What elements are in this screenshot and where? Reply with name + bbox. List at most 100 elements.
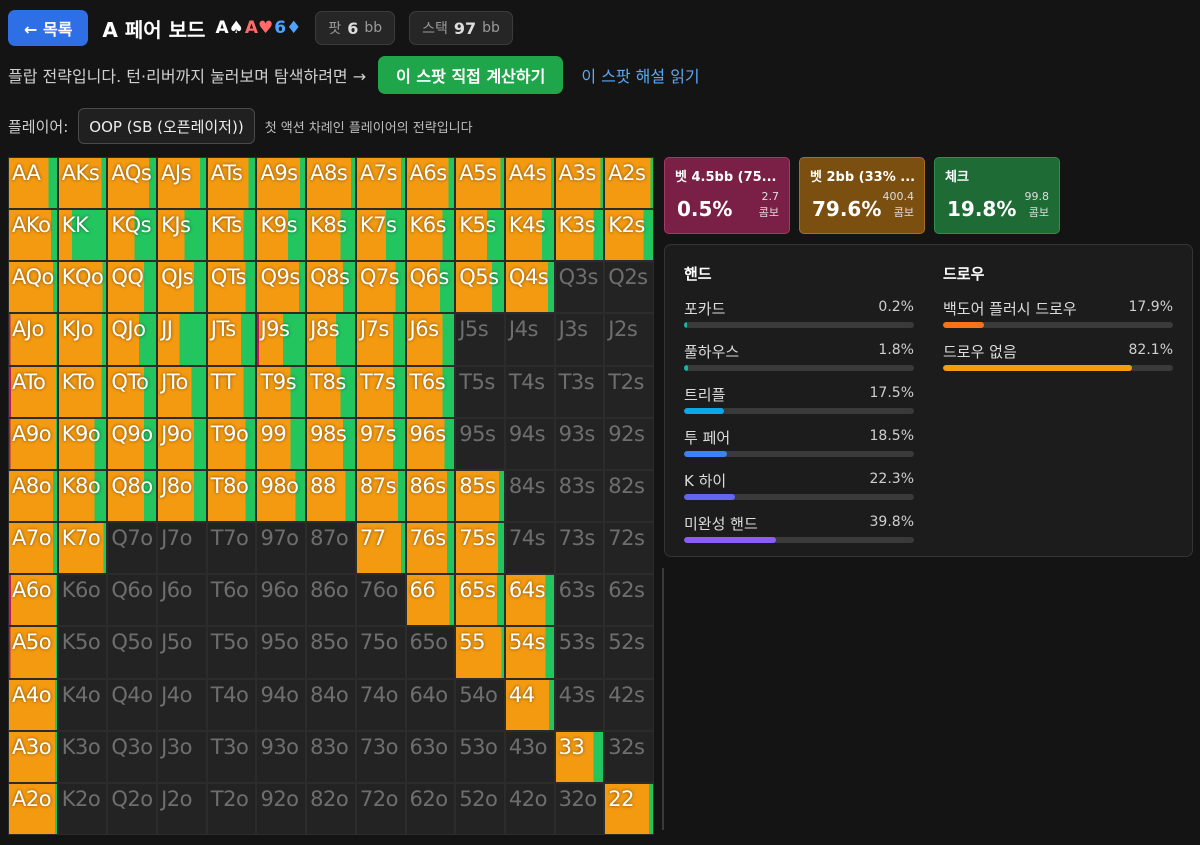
hand-cell[interactable]: 54s: [504, 626, 555, 679]
hand-cell[interactable]: 55: [455, 626, 505, 679]
hand-cell[interactable]: 66: [405, 574, 456, 627]
hand-cell[interactable]: A3s: [554, 157, 605, 210]
hand-cell[interactable]: JTs: [206, 313, 257, 366]
hand-cell[interactable]: AKo: [8, 209, 58, 262]
hand-cell[interactable]: K9o: [57, 417, 108, 470]
hand-cell[interactable]: T6o: [206, 574, 257, 627]
hand-cell[interactable]: Q5o: [107, 626, 158, 679]
hand-cell[interactable]: T8o: [206, 469, 257, 523]
hand-cell[interactable]: Q3o: [107, 730, 158, 783]
hand-cell[interactable]: A3o: [8, 730, 58, 783]
hand-cell[interactable]: Q9o: [107, 417, 158, 470]
hand-cell[interactable]: 96s: [405, 417, 456, 470]
hand-cell[interactable]: A2s: [604, 157, 654, 210]
hand-cell[interactable]: AQo: [8, 261, 58, 314]
hand-cell[interactable]: KQs: [107, 209, 158, 262]
hand-cell[interactable]: 72o: [355, 782, 406, 835]
hand-cell[interactable]: A4s: [504, 157, 555, 210]
hand-cell[interactable]: A6s: [405, 157, 456, 210]
hand-cell[interactable]: 62s: [604, 574, 654, 627]
hand-cell[interactable]: 74s: [504, 522, 555, 575]
hand-cell[interactable]: J2o: [157, 782, 207, 835]
hand-cell[interactable]: A8s: [306, 157, 356, 210]
hand-cell[interactable]: T9o: [206, 417, 257, 470]
hand-cell[interactable]: 75s: [455, 522, 505, 575]
hand-cell[interactable]: J4o: [157, 678, 207, 731]
hand-cell[interactable]: 99: [256, 417, 307, 470]
hand-cell[interactable]: K8s: [306, 209, 356, 262]
hand-cell[interactable]: 84o: [306, 678, 356, 731]
hand-cell[interactable]: KJs: [157, 209, 207, 262]
hand-cell[interactable]: Q4s: [504, 261, 555, 314]
hand-cell[interactable]: 92o: [256, 782, 307, 835]
hand-cell[interactable]: 82s: [604, 469, 654, 523]
hand-cell[interactable]: Q6o: [107, 574, 158, 627]
hand-cell[interactable]: K8o: [57, 469, 108, 523]
hand-cell[interactable]: AQs: [107, 157, 158, 210]
hand-cell[interactable]: JTo: [157, 365, 207, 418]
hand-cell[interactable]: 92s: [604, 417, 654, 470]
hand-cell[interactable]: A2o: [8, 782, 58, 835]
hand-cell[interactable]: AJs: [157, 157, 207, 210]
hand-cell[interactable]: 32s: [604, 730, 654, 783]
hand-cell[interactable]: J9s: [256, 313, 307, 366]
hand-cell[interactable]: J7o: [157, 522, 207, 575]
hand-cell[interactable]: A7s: [355, 157, 406, 210]
hand-cell[interactable]: 52s: [604, 626, 654, 679]
hand-cell[interactable]: 88: [306, 469, 356, 523]
hand-cell[interactable]: T3o: [206, 730, 257, 783]
hand-cell[interactable]: A5s: [455, 157, 505, 210]
hand-cell[interactable]: 83s: [554, 469, 605, 523]
hand-cell[interactable]: 63s: [554, 574, 605, 627]
action-card-bet-small[interactable]: 벳 2bb (33% ... 79.6% 400.4 콤보: [799, 157, 925, 234]
hand-cell[interactable]: TT: [206, 365, 257, 418]
hand-cell[interactable]: 53o: [455, 730, 505, 783]
hand-cell[interactable]: 93o: [256, 730, 307, 783]
hand-cell[interactable]: K5s: [455, 209, 505, 262]
hand-cell[interactable]: 73o: [355, 730, 406, 783]
scrollbar-track[interactable]: [662, 568, 664, 830]
hand-cell[interactable]: Q2o: [107, 782, 158, 835]
action-card-check[interactable]: 체크 19.8% 99.8 콤보: [934, 157, 1060, 234]
hand-cell[interactable]: AKs: [57, 157, 108, 210]
hand-cell[interactable]: KK: [57, 209, 108, 262]
hand-cell[interactable]: KQo: [57, 261, 108, 314]
hand-cell[interactable]: Q2s: [604, 261, 654, 314]
hand-cell[interactable]: K6s: [405, 209, 456, 262]
hand-cell[interactable]: K3o: [57, 730, 108, 783]
hand-cell[interactable]: 97o: [256, 522, 307, 575]
hand-cell[interactable]: A9o: [8, 417, 58, 470]
hand-cell[interactable]: T5o: [206, 626, 257, 679]
hand-cell[interactable]: T6s: [405, 365, 456, 418]
hand-cell[interactable]: 87o: [306, 522, 356, 575]
explain-spot-link[interactable]: 이 스팟 해설 읽기: [581, 67, 700, 86]
hand-cell[interactable]: 52o: [455, 782, 505, 835]
hand-cell[interactable]: 94o: [256, 678, 307, 731]
hand-cell[interactable]: 64o: [405, 678, 456, 731]
hand-cell[interactable]: 43s: [554, 678, 605, 731]
hand-cell[interactable]: A6o: [8, 574, 58, 627]
hand-cell[interactable]: J5s: [455, 313, 505, 366]
hand-cell[interactable]: T7s: [355, 365, 406, 418]
hand-cell[interactable]: KTs: [206, 209, 257, 262]
hand-cell[interactable]: T8s: [306, 365, 356, 418]
hand-cell[interactable]: 42s: [604, 678, 654, 731]
hand-cell[interactable]: JJ: [157, 313, 207, 366]
hand-cell[interactable]: K7s: [355, 209, 406, 262]
hand-cell[interactable]: QTs: [206, 261, 257, 314]
hand-cell[interactable]: 85s: [455, 469, 505, 523]
hand-cell[interactable]: 86o: [306, 574, 356, 627]
hand-cell[interactable]: K6o: [57, 574, 108, 627]
hand-cell[interactable]: 86s: [405, 469, 456, 523]
hand-cell[interactable]: K7o: [57, 522, 108, 575]
hand-cell[interactable]: T7o: [206, 522, 257, 575]
hand-cell[interactable]: Q7s: [355, 261, 406, 314]
hand-cell[interactable]: J3o: [157, 730, 207, 783]
hand-cell[interactable]: 75o: [355, 626, 406, 679]
hand-cell[interactable]: 73s: [554, 522, 605, 575]
action-card-bet-large[interactable]: 벳 4.5bb (75... 0.5% 2.7 콤보: [664, 157, 790, 234]
hand-cell[interactable]: QJs: [157, 261, 207, 314]
hand-cell[interactable]: ATo: [8, 365, 58, 418]
hand-cell[interactable]: K3s: [554, 209, 605, 262]
hand-cell[interactable]: 22: [604, 782, 654, 835]
